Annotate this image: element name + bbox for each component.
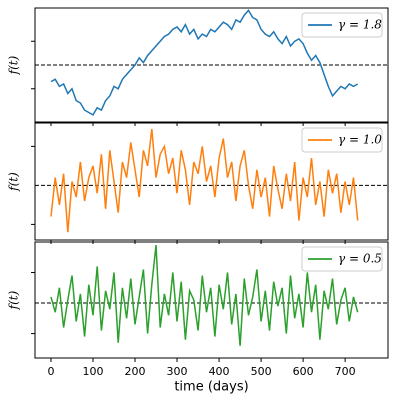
series-line xyxy=(50,128,359,233)
x-tick-label: 400 xyxy=(209,365,230,378)
legend: γ = 1.0 xyxy=(301,127,383,153)
legend: γ = 1.8 xyxy=(301,12,383,38)
y-axis-label: f(t) xyxy=(7,172,21,192)
legend-box xyxy=(301,246,383,272)
legend-label: γ = 0.5 xyxy=(338,252,382,266)
x-tick-label: 100 xyxy=(82,365,103,378)
legend-label: γ = 1.8 xyxy=(338,18,382,32)
axes-frame xyxy=(34,122,389,241)
x-tick-label: 600 xyxy=(293,365,314,378)
legend-label: γ = 1.0 xyxy=(338,133,382,147)
axes-frame xyxy=(34,7,389,123)
x-tick-label: 200 xyxy=(125,365,146,378)
y-axis-label: f(t) xyxy=(7,290,21,310)
legend-box xyxy=(301,127,383,153)
legend-box xyxy=(301,12,383,38)
x-tick-label: 500 xyxy=(251,365,272,378)
axes-frame xyxy=(34,241,389,359)
x-axis-label: time (days) xyxy=(174,380,248,395)
series-line xyxy=(50,9,359,116)
y-axis-label: f(t) xyxy=(7,55,21,75)
x-tick-label: 300 xyxy=(167,365,188,378)
legend: γ = 0.5 xyxy=(301,246,383,272)
x-tick-label: 0 xyxy=(47,365,54,378)
x-tick-label: 700 xyxy=(335,365,356,378)
series-line xyxy=(50,245,359,346)
